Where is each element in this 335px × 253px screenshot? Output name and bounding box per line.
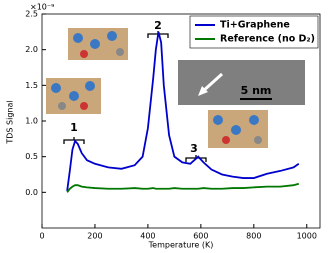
y-tick-label: 0.5 bbox=[25, 152, 38, 161]
inset-structure bbox=[46, 28, 305, 148]
legend-label: Reference (no D₂) bbox=[220, 34, 315, 45]
y-tick-label: 0.0 bbox=[25, 188, 38, 197]
legend-label: Ti+Graphene bbox=[220, 20, 290, 31]
x-tick-label: 800 bbox=[246, 232, 261, 241]
x-tick-label: 600 bbox=[193, 232, 208, 241]
x-tick-label: 1000 bbox=[297, 232, 317, 241]
y-tick-label: 1.5 bbox=[25, 81, 38, 90]
y-offset-text: ×10⁻⁹ bbox=[30, 3, 54, 12]
y-tick-label: 2.5 bbox=[25, 10, 38, 19]
y-tick-label: 1.0 bbox=[25, 117, 38, 126]
annotation: 5 nm bbox=[241, 84, 272, 97]
annotation: 2 bbox=[154, 19, 162, 32]
annotation: 3 bbox=[190, 142, 198, 155]
y-axis-label: TDS Signal bbox=[6, 100, 15, 144]
x-tick-label: 0 bbox=[39, 232, 44, 241]
series-line bbox=[66, 31, 300, 192]
x-tick-label: 400 bbox=[140, 232, 155, 241]
x-axis-label: Temperature (K) bbox=[148, 241, 214, 250]
x-tick-label: 200 bbox=[87, 232, 102, 241]
annotation: 1 bbox=[70, 121, 78, 134]
y-tick-label: 2.0 bbox=[25, 45, 38, 54]
legend-box bbox=[189, 15, 319, 49]
series-line bbox=[66, 182, 300, 193]
